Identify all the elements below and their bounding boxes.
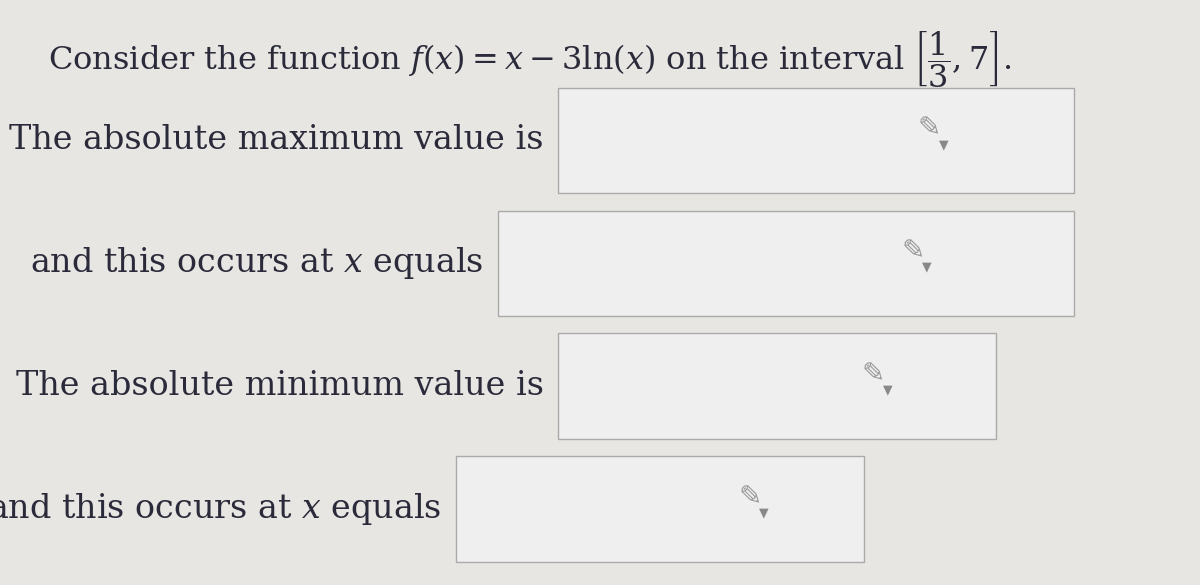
- FancyBboxPatch shape: [456, 456, 864, 562]
- Text: ✎: ✎: [901, 238, 924, 266]
- Text: and this occurs at $x$ equals: and this occurs at $x$ equals: [30, 245, 484, 281]
- FancyBboxPatch shape: [558, 88, 1074, 193]
- Text: ✎: ✎: [862, 360, 884, 388]
- Text: and this occurs at $x$ equals: and this occurs at $x$ equals: [0, 491, 442, 527]
- Text: ✎: ✎: [918, 115, 941, 143]
- Text: ▼: ▼: [940, 138, 949, 151]
- FancyBboxPatch shape: [498, 211, 1074, 316]
- Text: ▼: ▼: [760, 507, 769, 519]
- Text: The absolute maximum value is: The absolute maximum value is: [10, 125, 544, 156]
- FancyBboxPatch shape: [558, 333, 996, 439]
- Text: ▼: ▼: [883, 384, 893, 397]
- Text: Consider the function $f(x) = x - 3\ln(x)$ on the interval $\left[\dfrac{1}{3},7: Consider the function $f(x) = x - 3\ln(x…: [48, 29, 1012, 90]
- Text: ▼: ▼: [923, 261, 932, 274]
- Text: The absolute minimum value is: The absolute minimum value is: [16, 370, 544, 402]
- Text: ✎: ✎: [738, 483, 761, 511]
